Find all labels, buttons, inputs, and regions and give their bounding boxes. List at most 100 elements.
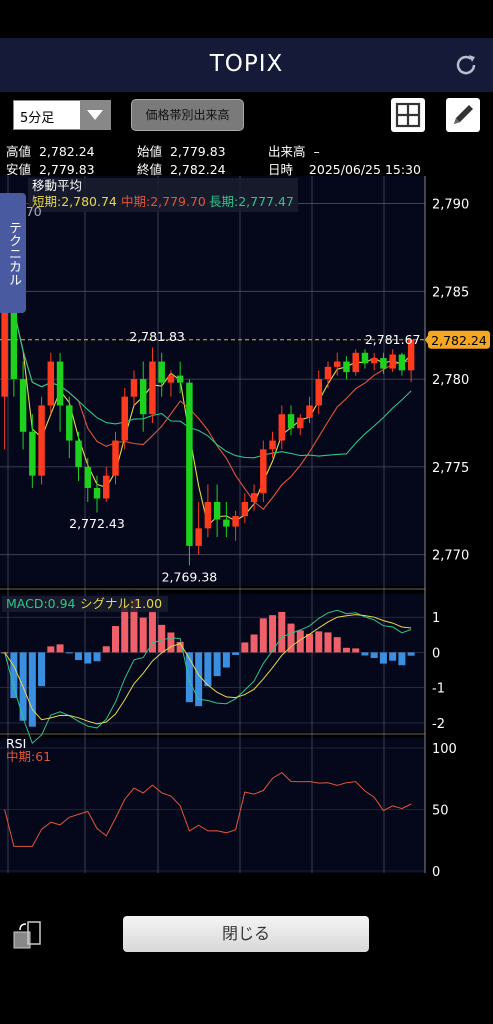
- ma-legend-bg: [28, 178, 298, 212]
- rsi-tick-label: 50: [432, 804, 449, 819]
- macd-histogram-bar: [315, 631, 323, 653]
- macd-histogram-bar: [167, 632, 175, 653]
- candle-body: [149, 361, 156, 415]
- info-low: 安値 2,779.83: [6, 162, 95, 177]
- macd-histogram-bar: [139, 617, 147, 653]
- rotate-button[interactable]: [10, 918, 46, 952]
- chevron-down-icon: [80, 101, 110, 129]
- interval-value: 5分足: [20, 111, 55, 126]
- macd-histogram-bar: [389, 652, 397, 661]
- signal-line: [4, 614, 412, 725]
- candle-body: [407, 339, 415, 371]
- rsi-title: RSI: [6, 736, 26, 751]
- macd-histogram-bar: [269, 615, 277, 653]
- macd-histogram-bar: [232, 652, 240, 655]
- macd-histogram-bar: [158, 624, 166, 653]
- macd-histogram-bar: [306, 633, 314, 653]
- candle-body: [232, 516, 239, 527]
- candle-body: [380, 358, 387, 369]
- candle-body: [269, 440, 276, 450]
- macd-histogram-bar: [10, 652, 18, 699]
- candle-body: [306, 405, 313, 418]
- rsi-tick-label: 0: [432, 865, 440, 876]
- macd-histogram-bar: [379, 652, 387, 664]
- grid-icon: [395, 102, 421, 128]
- interval-select[interactable]: 5分足: [13, 100, 111, 130]
- technical-tab-label: テクニカル: [6, 221, 21, 286]
- price-chart[interactable]: 09:0010:0011:0013:0014:0015:002,7902,785…: [0, 176, 493, 876]
- candle-body: [19, 379, 27, 432]
- macd-histogram-bar: [333, 637, 341, 653]
- macd-histogram-bar: [222, 652, 230, 668]
- macd-histogram-bar: [352, 648, 360, 653]
- rsi-panel-bg: [0, 738, 425, 873]
- rotate-screen-icon: [13, 921, 41, 949]
- draw-button[interactable]: [446, 98, 480, 132]
- candle-body: [297, 417, 304, 429]
- macd-histogram-bar: [324, 632, 332, 653]
- y-tick-label: 2,785: [432, 285, 469, 300]
- candle-body: [278, 414, 286, 441]
- macd-histogram-bar: [102, 646, 110, 653]
- price-annotation: 2,772.43: [69, 516, 125, 531]
- candle-body: [84, 466, 92, 488]
- info-volume: 出来高 –: [268, 144, 320, 159]
- candle-body: [389, 354, 396, 369]
- macd-tick-label: -1: [432, 682, 445, 697]
- macd-histogram-bar: [370, 652, 378, 658]
- ma-long-legend: 長期:2,777.47: [209, 194, 294, 209]
- candle-body: [112, 440, 119, 476]
- candle-body: [38, 405, 45, 476]
- macd-histogram-bar: [121, 605, 129, 653]
- candle-body: [398, 354, 406, 371]
- refresh-icon[interactable]: [453, 52, 479, 78]
- macd-histogram-bar: [75, 652, 83, 661]
- candle-body: [287, 414, 295, 429]
- candle-body: [1, 242, 8, 397]
- price-annotation: 2,769.38: [162, 570, 218, 585]
- rsi-line: [4, 771, 412, 847]
- candle-body: [47, 361, 55, 406]
- candle-body: [223, 519, 230, 527]
- y-tick-label: 2,775: [432, 461, 469, 476]
- ma-short-legend: 短期:2,780.74: [32, 194, 117, 209]
- price-panel-bg: [0, 176, 425, 586]
- candle-body: [158, 361, 165, 383]
- candle-body: [186, 382, 193, 546]
- macd-histogram-bar: [65, 652, 73, 654]
- candle-body: [93, 487, 101, 499]
- macd-tick-label: 1: [432, 611, 440, 626]
- technical-tab[interactable]: テクニカル: [0, 193, 26, 313]
- status-bar: [0, 0, 493, 38]
- macd-histogram-bar: [407, 652, 415, 656]
- y-tick-label: 2,790: [432, 198, 469, 213]
- macd-histogram-bar: [361, 652, 369, 656]
- macd-histogram-bar: [56, 644, 64, 653]
- macd-line: [4, 609, 412, 745]
- macd-histogram-bar: [38, 652, 46, 687]
- info-high: 高値 2,782.24: [6, 144, 95, 159]
- rsi-legend: 中期:61: [6, 749, 51, 764]
- layout-grid-button[interactable]: [391, 98, 425, 132]
- candle-body: [333, 361, 341, 367]
- candle-body: [361, 352, 369, 364]
- info-close: 終値 2,782.24: [137, 162, 226, 177]
- candle-body: [204, 502, 212, 529]
- header: TOPIX: [0, 38, 493, 92]
- candle-body: [315, 379, 322, 406]
- info-open: 始値 2,779.83: [137, 144, 226, 159]
- candle-body: [213, 502, 221, 520]
- candle-body: [260, 449, 267, 494]
- ma-mid-legend: 中期:2,779.70: [121, 194, 206, 209]
- candle-body: [250, 493, 258, 502]
- price-volume-button[interactable]: 価格帯別出来高: [131, 99, 244, 131]
- macd-histogram-bar: [130, 599, 138, 653]
- candle-body: [167, 375, 175, 383]
- candle-body: [121, 396, 128, 441]
- macd-histogram-bar: [241, 642, 249, 653]
- y-tick-label: 2,780: [432, 373, 469, 388]
- macd-histogram-bar: [398, 652, 406, 666]
- macd-histogram-bar: [28, 652, 36, 727]
- close-button[interactable]: 閉じる: [123, 916, 369, 952]
- page-title: TOPIX: [209, 51, 284, 77]
